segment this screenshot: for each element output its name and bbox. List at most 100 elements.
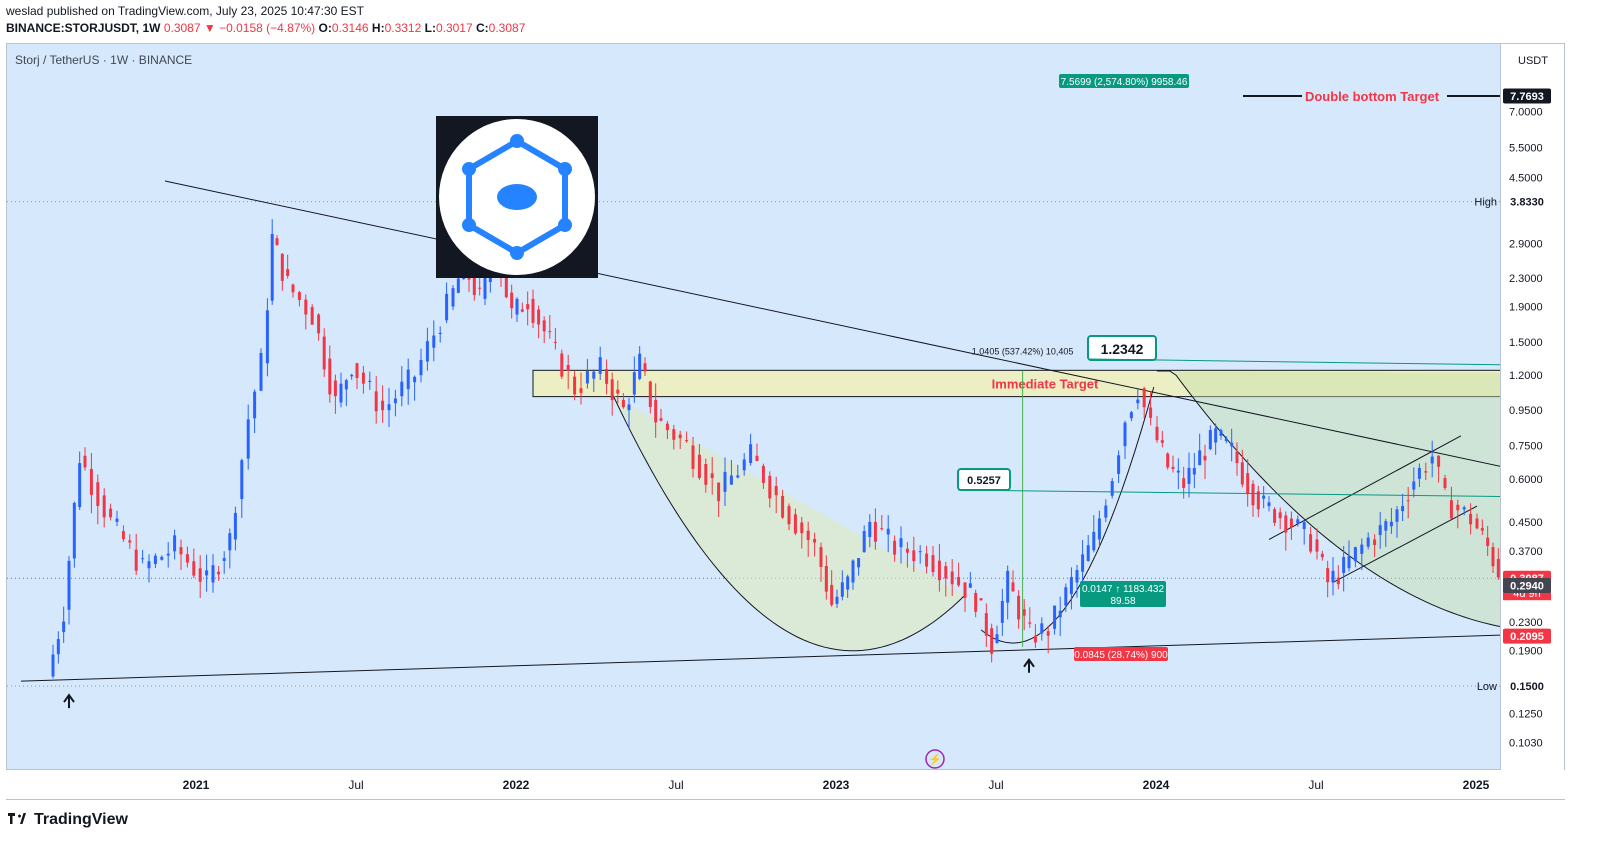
- price-tick: 2.3000: [1509, 273, 1543, 285]
- logo-node: [462, 218, 476, 232]
- candle-body: [1336, 577, 1340, 585]
- candle-body: [846, 576, 850, 590]
- candle-body: [451, 288, 455, 307]
- candle-body: [1171, 466, 1175, 469]
- candle-body: [228, 533, 232, 551]
- candle-body: [886, 528, 890, 535]
- candle-body: [483, 273, 487, 299]
- candle-body: [1256, 491, 1260, 510]
- candle-body: [387, 404, 391, 411]
- candle-body: [381, 400, 385, 411]
- candle-body: [857, 558, 861, 568]
- candle-body: [286, 269, 290, 276]
- info-line-2: 89.58: [1110, 596, 1135, 607]
- candle-body: [1053, 605, 1057, 629]
- candle-body: [774, 485, 778, 496]
- candle-body: [1017, 595, 1021, 620]
- candle-body: [1136, 399, 1140, 404]
- candle-body: [643, 363, 647, 372]
- candle-body: [217, 571, 221, 575]
- candle-body: [990, 628, 994, 654]
- price-axis-svg: USDT 7.0000 5.5000 4.5000 3.8330 2.9000 2.3000…: [1503, 55, 1551, 749]
- time-axis[interactable]: 2021Jul2022Jul2023Jul2024Jul2025Jul2026J…: [6, 770, 1565, 800]
- chart-svg[interactable]: Storj / TetherUS · 1W · BINANCE Immediate…: [7, 44, 1501, 770]
- price-tick: 0.1900: [1509, 646, 1543, 658]
- candle-body: [1224, 438, 1228, 442]
- candle-body: [1353, 547, 1357, 562]
- candle-body: [1289, 518, 1293, 528]
- candle-body: [1251, 483, 1255, 506]
- candle-body: [1486, 537, 1490, 546]
- candle-body: [963, 582, 967, 598]
- logo-cloud: [497, 184, 537, 210]
- candle-body: [1273, 509, 1277, 523]
- price-tick: 7.0000: [1509, 107, 1543, 119]
- candle-body: [704, 464, 708, 485]
- logo-node: [558, 162, 572, 176]
- price-tick: 0.9500: [1509, 405, 1543, 417]
- support-trendline: [20, 634, 1500, 682]
- candle-body: [585, 371, 589, 384]
- candle-body: [515, 298, 519, 315]
- candle-body: [198, 568, 202, 582]
- callout-1-2342: 1.2342: [1101, 341, 1144, 357]
- candle-body: [710, 473, 714, 479]
- candle-body: [840, 582, 844, 597]
- stop-label: 0.0845 (28.74%) 900: [1074, 650, 1168, 661]
- candle-body: [344, 380, 348, 390]
- candle-body: [406, 369, 410, 390]
- candle-body: [1028, 622, 1032, 624]
- candle-body: [317, 314, 321, 334]
- low-side-label: Low: [1477, 681, 1497, 693]
- candle-body: [918, 551, 922, 553]
- info-line-1: 0.0147 ↑ 1183.432: [1082, 584, 1165, 595]
- candle-body: [553, 341, 557, 343]
- candle-body: [205, 570, 209, 576]
- candle-body: [1449, 500, 1453, 519]
- candle-body: [304, 299, 308, 315]
- candle-body: [1182, 478, 1186, 488]
- candle-body: [873, 521, 877, 542]
- candle-body: [160, 556, 164, 560]
- candle-body: [931, 555, 935, 573]
- candle-body: [755, 455, 759, 462]
- chart-pane[interactable]: Storj / TetherUS · 1W · BINANCE Immediate…: [6, 43, 1501, 770]
- price-axis[interactable]: USDT 7.0000 5.5000 4.5000 3.8330 2.9000 2.3000…: [1501, 43, 1565, 770]
- candle-body: [179, 547, 183, 555]
- candle-body: [1155, 426, 1159, 441]
- candle-body: [291, 284, 295, 293]
- candle-body: [1406, 500, 1410, 502]
- price-tag-bg: [1503, 194, 1551, 210]
- candle-body: [678, 434, 682, 439]
- candle-body: [598, 357, 602, 374]
- candle-body: [240, 460, 244, 500]
- candle-body: [1069, 577, 1073, 595]
- currency-label: USDT: [1518, 55, 1548, 67]
- candle-body: [350, 374, 354, 377]
- candle-body: [1187, 467, 1191, 484]
- price-tick: 1.9000: [1509, 302, 1543, 314]
- price-tick: 0.3700: [1509, 546, 1543, 558]
- time-tick: Jul: [348, 778, 363, 792]
- price-tag-bg: [1503, 88, 1551, 104]
- up-arrow-icon: [63, 693, 75, 709]
- candle-body: [1176, 470, 1180, 473]
- candle-body: [1373, 539, 1377, 546]
- candle-body: [1033, 635, 1037, 643]
- candle-body: [102, 495, 106, 518]
- candle-body: [141, 558, 145, 560]
- candle-body: [793, 514, 797, 534]
- candle-body: [937, 560, 941, 581]
- close-value: 0.3087: [488, 21, 526, 35]
- candle-body: [851, 560, 855, 583]
- time-tick: 2021: [183, 778, 210, 792]
- time-tick: 2022: [503, 778, 530, 792]
- time-tick: Jul: [988, 778, 1003, 792]
- low-label: L:: [424, 21, 436, 35]
- candle-body: [781, 496, 785, 518]
- candle-body: [1469, 513, 1473, 525]
- target-label: 7.5699 (2,574.80%) 9958.46: [1061, 77, 1188, 88]
- candle-body: [974, 592, 978, 612]
- lightning-icon: ⚡: [928, 753, 942, 766]
- candle-body: [605, 369, 609, 384]
